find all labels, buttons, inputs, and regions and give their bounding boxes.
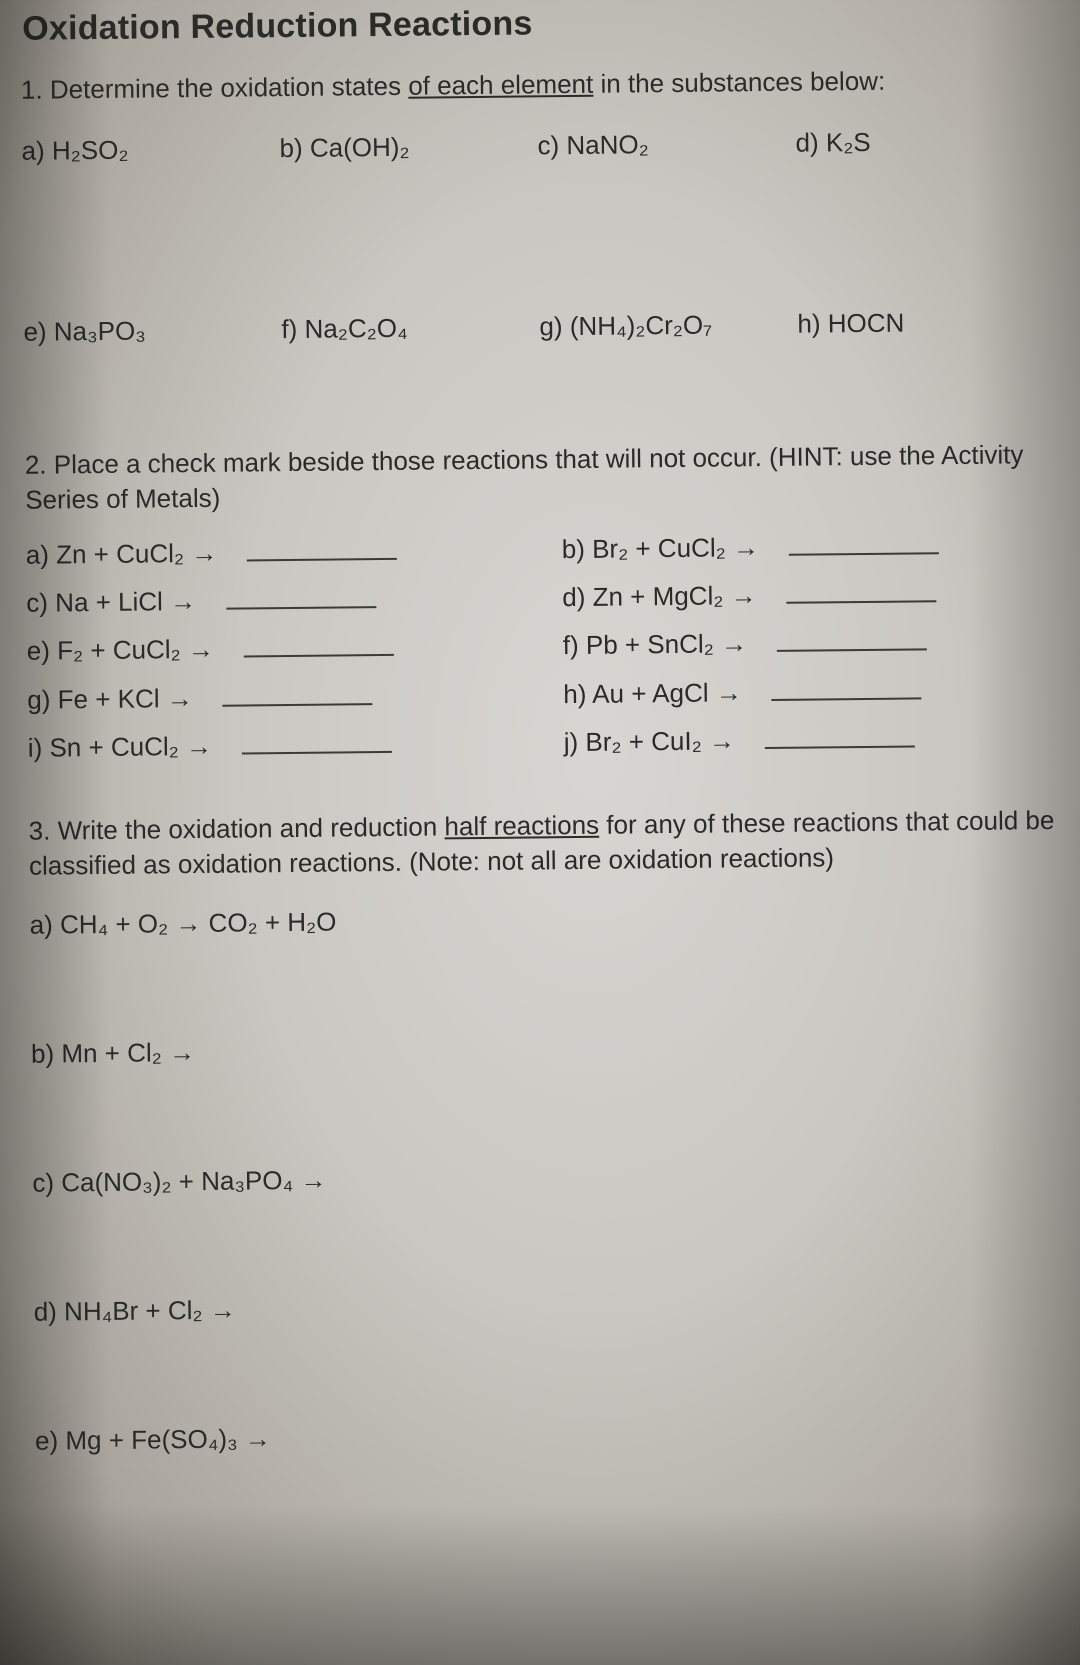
vignette-bottom (0, 1505, 1080, 1665)
q2-i-blank[interactable] (242, 728, 392, 755)
page-title: Oxidation Reduction Reactions (22, 0, 1052, 49)
q3-list: a) CH₄ + O₂ → CO₂ + H₂O b) Mn + Cl₂ → c)… (30, 899, 1068, 1457)
q2-f-blank[interactable] (777, 625, 927, 652)
q2-b-label: b) Br₂ + CuCl₂ → (562, 532, 759, 565)
q2-c-blank[interactable] (226, 583, 376, 610)
q2-c-label: c) Na + LiCl → (26, 586, 196, 619)
q3-e: e) Mg + Fe(SO₄)₃ → (35, 1415, 1067, 1457)
q2-a-label: a) Zn + CuCl₂ → (26, 537, 218, 570)
q1-prompt-pre: 1. Determine the oxidation states (21, 71, 409, 105)
q3-c: c) Ca(NO₃)₂ + Na₃PO₄ → (32, 1157, 1064, 1199)
q1-f: f) Na₂C₂O₄ (281, 311, 539, 345)
q1-h: h) HOCN (797, 306, 1055, 340)
q3-a: a) CH₄ + O₂ → CO₂ + H₂O (30, 899, 1062, 941)
q2-columns: a) Zn + CuCl₂ → c) Na + LiCl → e) F₂ + C… (26, 527, 1060, 780)
q2-g-label: g) Fe + KCl → (27, 683, 193, 716)
q2-b: b) Br₂ + CuCl₂ → (562, 527, 1058, 565)
q1-e: e) Na₃PO₃ (23, 314, 281, 348)
q2-e: e) F₂ + CuCl₂ → (27, 630, 523, 668)
q2-j: j) Br₂ + CuI₂ → (564, 721, 1060, 759)
q2-b-blank[interactable] (789, 528, 939, 555)
q2-i: i) Sn + CuCl₂ → (28, 726, 524, 764)
q2-c: c) Na + LiCl → (26, 581, 522, 619)
q2-e-blank[interactable] (244, 631, 394, 658)
q2-f: f) Pb + SnCl₂ → (563, 624, 1059, 662)
q1-row2: e) Na₃PO₃ f) Na₂C₂O₄ g) (NH₄)₂Cr₂O₇ h) H… (23, 306, 1055, 348)
q1-prompt-post: in the substances below: (593, 66, 885, 99)
q2-i-label: i) Sn + CuCl₂ → (28, 731, 213, 764)
q2-f-label: f) Pb + SnCl₂ → (563, 629, 748, 662)
q3-prompt-underlined: half reactions (444, 810, 599, 842)
q3-prompt: 3. Write the oxidation and reduction hal… (29, 803, 1062, 884)
q2-prompt: 2. Place a check mark beside those react… (25, 437, 1058, 518)
q1-d: d) K₂S (795, 125, 1053, 159)
q2-g-blank[interactable] (223, 680, 373, 707)
q1-prompt-underlined: of each element (408, 69, 593, 101)
q3-prompt-pre: 3. Write the oxidation and reduction (29, 812, 445, 846)
q2-a-blank[interactable] (247, 534, 397, 561)
q1-row1: a) H₂SO₂ b) Ca(OH)₂ c) NaNO₂ d) K₂S (21, 125, 1053, 167)
q1-prompt: 1. Determine the oxidation states of eac… (21, 62, 1053, 108)
q1-c: c) NaNO₂ (537, 128, 795, 162)
q2-d-blank[interactable] (786, 577, 936, 604)
q3-d: d) NH₄Br + Cl₂ → (34, 1286, 1066, 1328)
q2-d: d) Zn + MgCl₂ → (562, 576, 1058, 614)
q1-g: g) (NH₄)₂Cr₂O₇ (539, 309, 797, 343)
q2-d-label: d) Zn + MgCl₂ → (562, 580, 757, 613)
q2-j-blank[interactable] (765, 722, 915, 749)
q2-e-label: e) F₂ + CuCl₂ → (27, 634, 214, 667)
q2-left-col: a) Zn + CuCl₂ → c) Na + LiCl → e) F₂ + C… (26, 533, 525, 780)
q2-right-col: b) Br₂ + CuCl₂ → d) Zn + MgCl₂ → f) Pb +… (562, 527, 1061, 774)
q2-h-blank[interactable] (772, 674, 922, 701)
q2-h-label: h) Au + AgCl → (563, 677, 742, 710)
q1-b: b) Ca(OH)₂ (279, 130, 537, 164)
q2-j-label: j) Br₂ + CuI₂ → (564, 726, 735, 759)
q2-g: g) Fe + KCl → (27, 678, 523, 716)
q1-a: a) H₂SO₂ (21, 133, 279, 167)
q2-h: h) Au + AgCl → (563, 672, 1059, 710)
q2-a: a) Zn + CuCl₂ → (26, 533, 522, 571)
q3-b: b) Mn + Cl₂ → (31, 1028, 1063, 1070)
